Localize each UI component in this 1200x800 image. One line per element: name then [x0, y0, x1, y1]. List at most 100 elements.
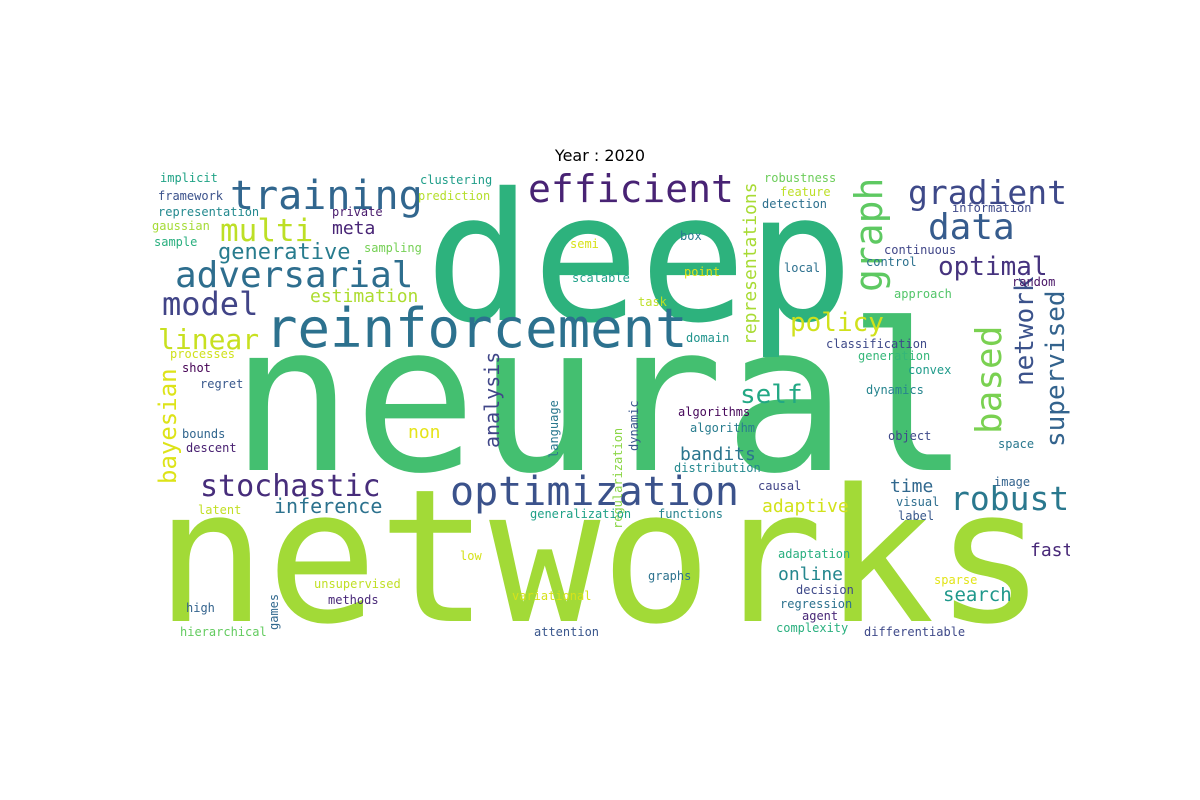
word-detection: detection	[762, 197, 828, 211]
word-representation: representation	[158, 205, 260, 219]
word-generation: generation	[858, 349, 931, 363]
word-point: point	[684, 265, 721, 279]
word-analysis: analysis	[480, 351, 504, 448]
word-control: control	[866, 255, 917, 269]
word-games: games	[267, 593, 281, 630]
word-algorithms: algorithms	[678, 405, 751, 419]
word-shot: shot	[182, 361, 211, 375]
word-gradient: gradient	[908, 173, 1067, 212]
word-model: model	[162, 285, 259, 323]
word-scalable: scalable	[572, 271, 630, 285]
word-dynamic: dynamic	[627, 400, 641, 451]
word-bounds: bounds	[182, 427, 226, 441]
word-training: training	[230, 173, 423, 219]
word-neural: neural	[230, 281, 971, 519]
word-classification: classification	[826, 337, 928, 351]
wordcloud: neural networks deep reinforcement training e…	[150, 170, 1070, 638]
word-policy: policy	[790, 308, 884, 338]
word-search: search	[943, 584, 1012, 606]
word-image: image	[994, 475, 1031, 489]
word-variational: variational	[512, 589, 592, 603]
word-object: object	[888, 429, 932, 443]
word-graphs: graphs	[648, 569, 692, 583]
word-approach: approach	[894, 287, 952, 301]
word-robust: robust	[950, 479, 1070, 518]
word-data: data	[928, 207, 1015, 248]
word-prediction: prediction	[418, 189, 491, 203]
word-low: low	[460, 549, 482, 563]
word-differentiable: differentiable	[864, 625, 966, 638]
word-hierarchical: hierarchical	[180, 625, 267, 638]
word-local: local	[784, 261, 821, 275]
word-multi: multi	[220, 213, 314, 249]
word-adversarial: adversarial	[175, 255, 414, 296]
figure-title: Year : 2020	[554, 146, 646, 165]
word-space: space	[998, 437, 1035, 451]
word-bandits: bandits	[680, 444, 756, 465]
word-network: network	[1010, 276, 1040, 386]
word-non: non	[408, 422, 441, 443]
word-domain: domain	[686, 331, 730, 345]
word-generative: generative	[218, 240, 351, 265]
word-label: label	[898, 509, 935, 523]
word-functions: functions	[658, 507, 724, 521]
word-optimization: optimization	[450, 469, 739, 515]
word-based: based	[969, 325, 1010, 434]
word-representations: representations	[740, 182, 761, 345]
word-distribution: distribution	[674, 461, 761, 475]
word-efficient: efficient	[528, 170, 734, 211]
word-reinforcement: reinforcement	[265, 297, 688, 360]
word-sample: sample	[154, 235, 198, 249]
word-information: information	[952, 201, 1032, 215]
word-sparse: sparse	[934, 573, 978, 587]
word-estimation: estimation	[310, 286, 419, 307]
word-clustering: clustering	[420, 173, 493, 187]
word-framework: framework	[158, 189, 224, 203]
word-continuous: continuous	[884, 243, 957, 257]
word-language: language	[547, 400, 561, 458]
word-adaptive: adaptive	[762, 496, 849, 517]
word-time: time	[890, 476, 934, 497]
word-stochastic: stochastic	[200, 469, 381, 504]
word-latent: latent	[198, 503, 242, 517]
word-generalization: generalization	[530, 507, 632, 521]
word-gaussian: gaussian	[152, 219, 210, 233]
word-regret: regret	[200, 377, 244, 391]
word-inference: inference	[274, 494, 383, 518]
word-feature: feature	[780, 185, 831, 199]
word-task: task	[638, 295, 667, 309]
word-meta: meta	[332, 218, 376, 239]
word-convex: convex	[908, 363, 952, 377]
word-algorithm: algorithm	[690, 421, 756, 435]
word-dynamics: dynamics	[866, 383, 924, 397]
word-online: online	[778, 564, 844, 585]
word-methods: methods	[328, 593, 379, 607]
word-fast: fast	[1030, 540, 1070, 561]
word-optimal: optimal	[938, 252, 1048, 282]
word-regression: regression	[780, 597, 853, 611]
word-decision: decision	[796, 583, 854, 597]
word-private: private	[332, 205, 383, 219]
word-bayesian: bayesian	[154, 368, 182, 484]
word-random: random	[1012, 275, 1056, 289]
word-sampling: sampling	[364, 241, 422, 255]
word-attention: attention	[534, 625, 600, 638]
word-supervised: supervised	[1041, 290, 1070, 447]
word-deep: deep	[425, 170, 854, 362]
word-self: self	[740, 380, 803, 410]
word-box: box	[680, 229, 702, 243]
word-high: high	[186, 601, 215, 615]
word-processes: processes	[170, 347, 236, 361]
word-causal: causal	[758, 479, 802, 493]
word-unsupervised: unsupervised	[314, 577, 401, 591]
word-complexity: complexity	[776, 621, 849, 635]
word-visual: visual	[896, 495, 940, 509]
word-semi: semi	[570, 237, 599, 251]
word-robustness: robustness	[764, 171, 837, 185]
word-linear: linear	[158, 323, 260, 356]
word-networks: networks	[155, 449, 1047, 639]
word-adaptation: adaptation	[778, 547, 851, 561]
word-implicit: implicit	[160, 171, 218, 185]
word-descent: descent	[186, 441, 237, 455]
